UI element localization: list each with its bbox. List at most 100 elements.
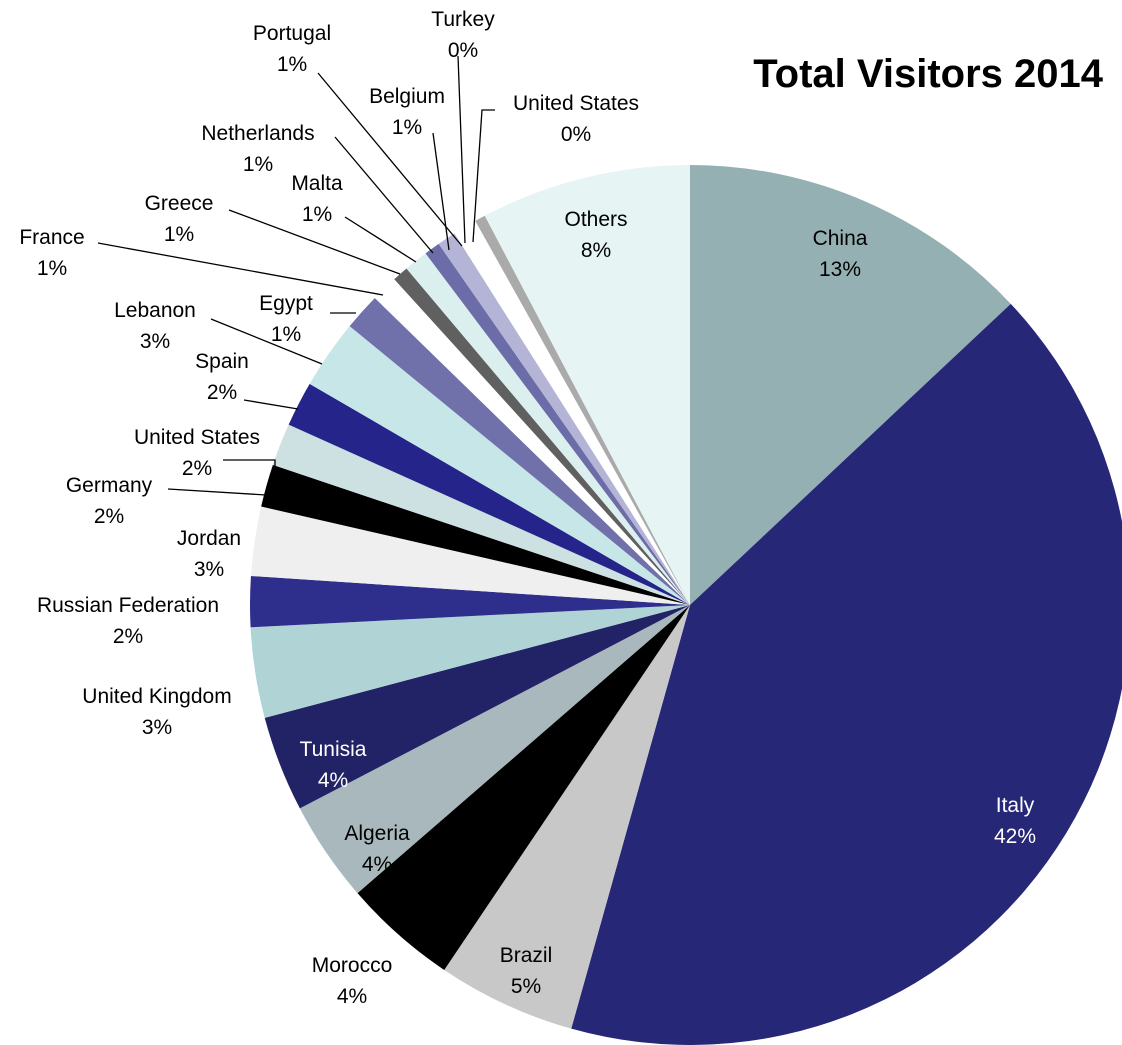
slice-name-label: United States — [513, 92, 639, 115]
chart-title: Total Visitors 2014 — [753, 52, 1104, 96]
slice-percent-label: 42% — [994, 825, 1036, 848]
data-label-germany-9: Germany 2% — [66, 474, 153, 528]
slice-name-label: Spain — [195, 350, 249, 373]
slice-percent-label: 0% — [448, 39, 478, 62]
leader-line-turkey-20 — [457, 55, 466, 244]
slice-name-label: Morocco — [312, 954, 393, 977]
leader-line-greece-15 — [228, 209, 401, 275]
slice-name-label: Greece — [145, 192, 214, 215]
slice-percent-label: 13% — [819, 258, 861, 281]
slice-name-label: Others — [564, 208, 627, 231]
slice-tunisia-5 — [264, 605, 690, 809]
slice-belgium-18 — [438, 233, 690, 605]
leader-line-malta-16 — [344, 216, 417, 263]
slice-percent-label: 8% — [581, 239, 611, 262]
data-label-others-22: Others 8% — [564, 208, 627, 262]
leader-line-germany-9 — [167, 488, 267, 496]
slice-greece-15 — [394, 268, 690, 605]
slice-name-label: Turkey — [431, 8, 495, 31]
data-label-united-kingdom-6: United Kingdom 3% — [82, 685, 231, 739]
slice-name-label: Brazil — [500, 944, 553, 967]
slice-egypt-13 — [349, 297, 690, 605]
data-label-netherlands-17: Netherlands 1% — [201, 122, 314, 176]
data-label-france-14: France 1% — [19, 226, 84, 280]
data-label-china-0: China 13% — [813, 227, 868, 281]
data-label-egypt-13: Egypt 1% — [259, 292, 313, 346]
slice-portugal-19 — [454, 224, 690, 605]
data-label-brazil-2: Brazil 5% — [500, 944, 553, 998]
leader-line-france-14 — [97, 242, 384, 296]
slice-name-label: Netherlands — [201, 122, 314, 145]
slice-united-states-10 — [272, 424, 690, 605]
leader-line-belgium-18 — [432, 132, 450, 251]
slice-france-14 — [374, 279, 690, 605]
slice-italy-1 — [571, 303, 1122, 1045]
slice-name-label: Egypt — [259, 292, 313, 315]
slice-algeria-4 — [299, 605, 690, 894]
slice-brazil-2 — [444, 605, 690, 1029]
slice-name-label: Belgium — [369, 85, 445, 108]
slice-name-label: Tunisia — [300, 738, 367, 761]
slice-name-label: United States — [134, 426, 260, 449]
slice-lebanon-12 — [309, 326, 690, 605]
data-label-greece-15: Greece 1% — [145, 192, 214, 246]
slice-percent-label: 0% — [561, 123, 591, 146]
slice-labels: China 13% Italy 42% Brazil 5% Morocco 4% Algeria… — [19, 8, 1036, 1008]
slice-malta-16 — [406, 253, 690, 605]
data-label-united-states-21: United States 0% — [513, 92, 639, 146]
slice-name-label: United Kingdom — [82, 685, 231, 708]
slice-percent-label: 1% — [277, 53, 307, 76]
leader-lines — [97, 55, 495, 496]
slice-jordan-8 — [250, 506, 690, 605]
leader-line-netherlands-17 — [334, 136, 434, 254]
slice-name-label: Germany — [66, 474, 153, 497]
slice-percent-label: 1% — [302, 203, 332, 226]
slice-others-22 — [484, 165, 690, 605]
slice-name-label: Jordan — [177, 527, 241, 550]
leader-line-portugal-19 — [317, 72, 463, 247]
slice-turkey-20 — [468, 220, 690, 605]
slice-percent-label: 4% — [318, 769, 348, 792]
slice-name-label: Algeria — [344, 822, 410, 845]
data-label-united-states-10: United States 2% — [134, 426, 260, 480]
slice-percent-label: 5% — [511, 975, 541, 998]
data-label-italy-1: Italy 42% — [994, 794, 1036, 848]
data-label-malta-16: Malta 1% — [291, 172, 343, 226]
slice-percent-label: 1% — [243, 153, 273, 176]
data-label-belgium-18: Belgium 1% — [369, 85, 445, 139]
slice-percent-label: 1% — [271, 323, 301, 346]
slice-russian-federation-7 — [249, 575, 691, 628]
slice-percent-label: 1% — [37, 257, 67, 280]
leader-line-united-states-21 — [472, 109, 495, 243]
data-label-morocco-3: Morocco 4% — [312, 954, 393, 1008]
data-label-russian-federation-7: Russian Federation 2% — [37, 594, 219, 648]
slice-spain-11 — [288, 383, 690, 605]
slice-germany-9 — [261, 464, 690, 605]
slice-percent-label: 3% — [140, 330, 170, 353]
slice-morocco-3 — [357, 605, 690, 970]
slice-percent-label: 2% — [94, 505, 124, 528]
slice-percent-label: 1% — [392, 116, 422, 139]
slice-name-label: France — [19, 226, 84, 249]
slice-name-label: Lebanon — [114, 299, 196, 322]
pie-slices — [249, 165, 1122, 1045]
slice-name-label: Italy — [996, 794, 1035, 817]
leader-line-united-states-10 — [223, 459, 276, 472]
slice-china-0 — [690, 165, 1011, 605]
data-label-jordan-8: Jordan 3% — [177, 527, 241, 581]
slice-netherlands-17 — [425, 243, 690, 606]
slice-united-states-21 — [475, 215, 690, 606]
slice-percent-label: 4% — [362, 853, 392, 876]
leader-line-spain-11 — [243, 399, 299, 410]
data-label-lebanon-12: Lebanon 3% — [114, 299, 196, 353]
slice-percent-label: 3% — [194, 558, 224, 581]
slice-name-label: Russian Federation — [37, 594, 219, 617]
slice-name-label: Malta — [291, 172, 343, 195]
slice-percent-label: 4% — [337, 985, 367, 1008]
leader-line-lebanon-12 — [210, 318, 323, 365]
slice-percent-label: 2% — [113, 625, 143, 648]
slice-percent-label: 2% — [207, 381, 237, 404]
data-label-portugal-19: Portugal 1% — [253, 22, 331, 76]
data-label-turkey-20: Turkey 0% — [431, 8, 495, 62]
slice-percent-label: 3% — [142, 716, 172, 739]
